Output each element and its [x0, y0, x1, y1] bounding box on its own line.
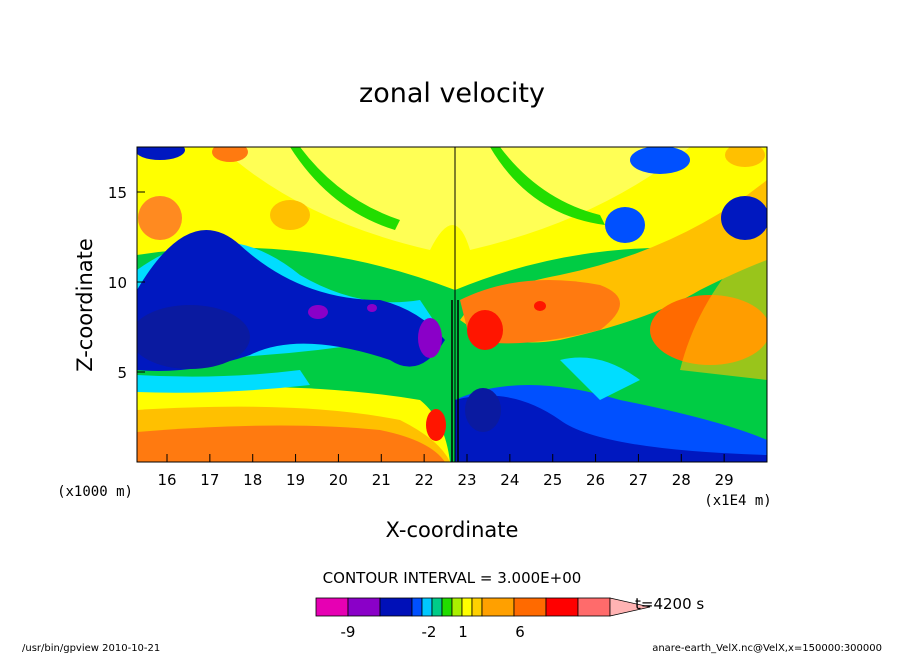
footer-left: /usr/bin/gpview 2010-10-21	[22, 643, 160, 654]
x-tick-label: 27	[629, 471, 648, 489]
y-tick-label: 10	[108, 274, 127, 292]
footer-right: anare-earth_VelX.nc@VelX,x=150000:300000	[652, 643, 882, 654]
x-tick-label: 25	[543, 471, 562, 489]
colorbar-tick-label: 6	[515, 623, 525, 641]
x-tick-label: 17	[200, 471, 219, 489]
colorbar	[315, 597, 651, 617]
colorbar-swatch	[471, 597, 483, 617]
x-tick-label: 24	[500, 471, 519, 489]
time-label: t=4200 s	[635, 595, 704, 613]
colorbar-swatch	[411, 597, 423, 617]
plot-frame	[136, 146, 768, 463]
colorbar-swatch	[577, 597, 611, 617]
x-scale-note: (x1E4 m)	[704, 493, 771, 509]
colorbar-swatch	[315, 597, 349, 617]
colorbar-swatch	[347, 597, 381, 617]
contour-interval-label: CONTOUR INTERVAL = 3.000E+00	[323, 569, 582, 587]
colorbar-swatch	[421, 597, 433, 617]
chart-title: zonal velocity	[359, 78, 545, 109]
x-tick-label: 19	[286, 471, 305, 489]
y-scale-note: (x1000 m)	[57, 484, 133, 500]
colorbar-arrow	[609, 597, 651, 617]
x-tick-label: 28	[672, 471, 691, 489]
colorbar-swatch	[513, 597, 547, 617]
colorbar-ticks: -9 -2 1 6	[341, 623, 525, 641]
colorbar-tick-label: -2	[422, 623, 437, 641]
colorbar-swatch	[481, 597, 515, 617]
x-tick-label: 21	[372, 471, 391, 489]
colorbar-tick-label: 1	[458, 623, 468, 641]
heatmap-field	[137, 147, 767, 462]
x-tick-label: 18	[243, 471, 262, 489]
y-tick-label: 5	[117, 364, 127, 382]
colorbar-swatch	[379, 597, 413, 617]
x-tick-label: 26	[586, 471, 605, 489]
colorbar-swatch	[461, 597, 473, 617]
x-tick-label: 23	[457, 471, 476, 489]
x-ticks: 16 17 18 19 20 21 22 23 24 25 26 27 28 29	[157, 454, 734, 489]
y-axis-label: Z-coordinate	[73, 238, 97, 372]
colorbar-tick-label: -9	[341, 623, 356, 641]
x-axis-label: X-coordinate	[386, 518, 519, 542]
x-tick-label: 22	[415, 471, 434, 489]
y-ticks: 5 10 15	[108, 184, 145, 382]
y-tick-label: 15	[108, 184, 127, 202]
colorbar-swatch	[451, 597, 463, 617]
x-tick-label: 20	[329, 471, 348, 489]
x-tick-label: 16	[157, 471, 176, 489]
colorbar-swatch	[545, 597, 579, 617]
colorbar-swatch	[431, 597, 443, 617]
colorbar-swatch	[441, 597, 453, 617]
x-tick-label: 29	[715, 471, 734, 489]
